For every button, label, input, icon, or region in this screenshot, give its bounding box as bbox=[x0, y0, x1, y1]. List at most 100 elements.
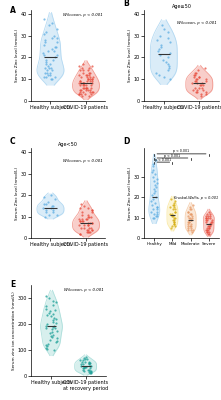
Point bbox=[205, 227, 208, 233]
Point bbox=[189, 223, 192, 229]
Point bbox=[207, 223, 211, 229]
Point bbox=[151, 214, 155, 221]
Point bbox=[90, 89, 94, 95]
Point bbox=[89, 369, 93, 375]
Point bbox=[46, 48, 49, 54]
Point bbox=[151, 173, 154, 180]
Point bbox=[51, 209, 55, 216]
Point bbox=[88, 370, 92, 377]
Point bbox=[155, 180, 158, 186]
Point bbox=[87, 358, 90, 365]
Point bbox=[173, 223, 177, 229]
Point bbox=[210, 216, 213, 223]
Point bbox=[43, 69, 47, 76]
Point bbox=[80, 216, 84, 222]
Point bbox=[207, 208, 210, 215]
Text: Wilcoxon, p < 0.001: Wilcoxon, p < 0.001 bbox=[63, 158, 103, 162]
Point bbox=[205, 210, 209, 217]
Point bbox=[186, 227, 190, 233]
Point bbox=[90, 226, 94, 233]
Point bbox=[88, 220, 91, 226]
Point bbox=[77, 72, 81, 78]
Point bbox=[189, 210, 192, 217]
Point bbox=[186, 225, 190, 231]
Point bbox=[51, 331, 55, 338]
Point bbox=[80, 93, 84, 100]
Point bbox=[85, 84, 88, 91]
Point bbox=[42, 41, 46, 48]
Point bbox=[44, 58, 48, 65]
Point bbox=[81, 61, 85, 67]
Point bbox=[89, 87, 92, 93]
Point bbox=[53, 74, 56, 80]
Point bbox=[155, 212, 158, 219]
Point bbox=[42, 200, 46, 207]
Point bbox=[172, 216, 176, 223]
Point bbox=[80, 91, 83, 97]
Text: Kruskal-Wallis, p < 0.001: Kruskal-Wallis, p < 0.001 bbox=[174, 196, 218, 200]
Point bbox=[155, 69, 158, 76]
Point bbox=[50, 67, 54, 74]
Point bbox=[188, 206, 192, 213]
Text: Wilcoxon, p < 0.001: Wilcoxon, p < 0.001 bbox=[177, 21, 217, 25]
Point bbox=[47, 22, 50, 28]
Point bbox=[84, 82, 88, 89]
Point bbox=[85, 226, 88, 233]
Point bbox=[52, 33, 56, 39]
Point bbox=[186, 212, 190, 219]
Point bbox=[82, 365, 86, 372]
Point bbox=[80, 74, 83, 80]
Point bbox=[191, 214, 194, 221]
Point bbox=[155, 212, 159, 219]
Point bbox=[201, 82, 205, 89]
Title: Age<50: Age<50 bbox=[58, 142, 78, 147]
Point bbox=[44, 39, 47, 46]
Point bbox=[44, 200, 48, 207]
Point bbox=[83, 364, 86, 370]
Point bbox=[189, 206, 192, 213]
Point bbox=[152, 210, 156, 217]
Point bbox=[171, 212, 174, 219]
Point bbox=[191, 212, 194, 219]
Point bbox=[162, 74, 166, 80]
Point bbox=[47, 309, 51, 316]
Point bbox=[173, 214, 176, 221]
Point bbox=[86, 366, 90, 373]
Point bbox=[44, 61, 48, 67]
Point bbox=[91, 89, 95, 95]
Point bbox=[77, 222, 80, 228]
Text: p < 0.001: p < 0.001 bbox=[164, 154, 181, 158]
Point bbox=[90, 220, 94, 226]
Point bbox=[55, 335, 59, 342]
Point bbox=[155, 208, 159, 215]
Point bbox=[82, 355, 86, 361]
Point bbox=[196, 67, 200, 74]
Point bbox=[159, 41, 162, 48]
Point bbox=[42, 30, 46, 37]
Point bbox=[166, 28, 169, 35]
Point bbox=[151, 167, 155, 174]
Point bbox=[151, 196, 155, 202]
Point bbox=[174, 208, 177, 215]
Point bbox=[80, 80, 83, 86]
Point bbox=[89, 362, 92, 369]
Text: B: B bbox=[123, 0, 129, 8]
Point bbox=[82, 366, 85, 373]
Point bbox=[171, 216, 175, 223]
Point bbox=[88, 78, 92, 84]
Point bbox=[194, 84, 197, 91]
Point bbox=[77, 80, 81, 86]
Point bbox=[172, 219, 175, 225]
Point bbox=[51, 207, 54, 214]
Point bbox=[164, 58, 168, 65]
Point bbox=[156, 37, 159, 43]
Point bbox=[186, 219, 190, 225]
Y-axis label: Serum Zinc level (nmol/L): Serum Zinc level (nmol/L) bbox=[15, 29, 19, 82]
Point bbox=[55, 26, 59, 33]
Point bbox=[91, 74, 95, 80]
Point bbox=[87, 214, 90, 220]
Point bbox=[86, 222, 90, 228]
Point bbox=[173, 204, 176, 211]
Point bbox=[54, 316, 57, 322]
Point bbox=[50, 334, 54, 340]
